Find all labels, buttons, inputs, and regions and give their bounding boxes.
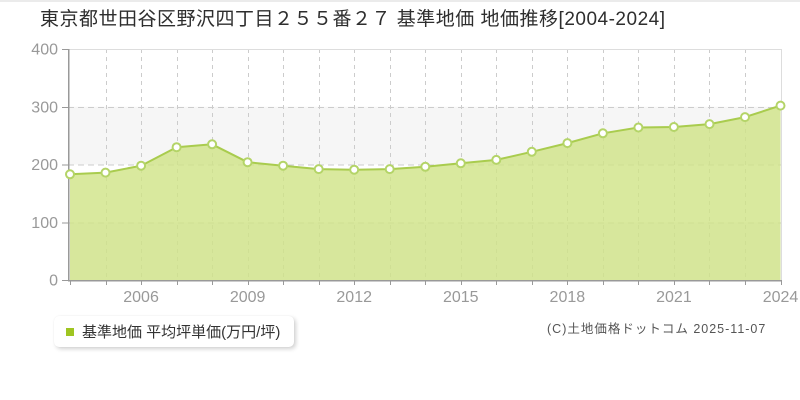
data-point-marker — [65, 169, 75, 180]
y-tick-label: 300 — [31, 99, 58, 116]
data-point-marker — [242, 157, 253, 168]
x-tick-label: 2012 — [336, 289, 372, 306]
data-point-marker — [207, 139, 218, 150]
page-title: 東京都世田谷区野沢四丁目２５５番２７ 基準地価 地価推移[2004-2024] — [40, 9, 666, 30]
y-tick-label: 0 — [49, 273, 58, 290]
data-point-marker — [491, 154, 502, 165]
data-point-marker — [597, 128, 608, 139]
legend-marker-icon — [66, 327, 74, 336]
x-tick-label: 2009 — [230, 289, 266, 306]
copyright-text: (C)土地価格ドットコム 2025-11-07 — [547, 322, 767, 336]
x-tick-label: 2006 — [123, 289, 159, 306]
legend-label: 基準地価 平均坪単価(万円/坪) — [82, 324, 281, 341]
data-point-marker — [633, 122, 644, 133]
data-point-marker — [349, 164, 360, 175]
data-point-marker — [136, 160, 147, 171]
x-tick-label: 2015 — [443, 289, 479, 306]
price-line — [69, 104, 781, 176]
data-point-marker — [384, 164, 395, 175]
data-point-marker — [455, 158, 466, 169]
data-point-marker — [740, 112, 750, 123]
plot-band — [68, 222, 781, 280]
y-tick-label: 100 — [31, 215, 58, 232]
data-point-marker — [562, 138, 573, 149]
data-point-marker — [313, 164, 324, 175]
legend: 基準地価 平均坪単価(万円/坪) — [54, 316, 295, 347]
data-point-marker — [171, 142, 182, 153]
y-tick-label: 400 — [31, 42, 58, 59]
plot-band — [68, 106, 781, 165]
data-point-marker — [420, 161, 431, 172]
data-point-marker — [775, 100, 786, 111]
x-tick-label: 2018 — [550, 289, 586, 306]
data-point-marker — [526, 146, 537, 157]
x-tick-label: 2021 — [656, 289, 692, 306]
data-point-marker — [278, 160, 289, 171]
data-point-marker — [668, 122, 679, 132]
data-point-marker — [704, 119, 715, 130]
data-point-marker — [100, 167, 111, 178]
top-border — [0, 0, 800, 2]
y-tick-label: 200 — [31, 157, 58, 174]
x-tick-label: 2024 — [763, 289, 799, 306]
area-fill — [70, 105, 781, 280]
